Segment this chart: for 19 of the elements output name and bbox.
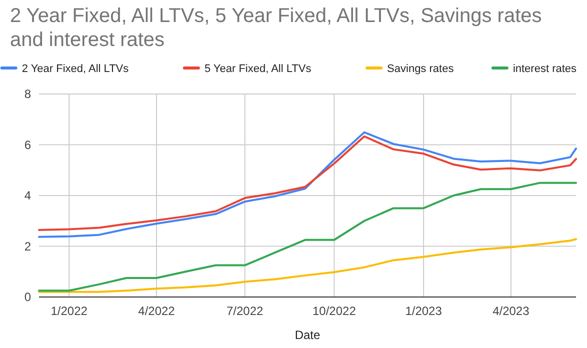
x-tick-label: 7/2022 xyxy=(226,304,264,318)
x-tick-label: 4/2022 xyxy=(138,304,176,318)
x-axis-title: Date xyxy=(294,328,320,342)
chart-title: 2 Year Fixed, All LTVs, 5 Year Fixed, All LTVs, Savings rates and interest rates xyxy=(10,5,542,51)
y-tick-label: 6 xyxy=(24,138,32,152)
line-series xyxy=(38,238,577,293)
legend-label: interest rates xyxy=(512,63,578,75)
x-tick-label: 1/2022 xyxy=(50,304,88,318)
y-tick-label: 8 xyxy=(24,87,32,101)
legend-label: 5 Year Fixed, All LTVs xyxy=(204,63,312,75)
y-tick-label: 2 xyxy=(24,239,32,254)
legend-label: 2 Year Fixed, All LTVs xyxy=(22,63,130,75)
y-tick-label: 0 xyxy=(24,290,32,304)
legend-label: Savings rates xyxy=(387,63,454,75)
line-series xyxy=(38,182,577,292)
y-tick-label: 4 xyxy=(24,188,32,202)
x-tick-label: 1/2023 xyxy=(405,304,442,318)
x-tick-label: 10/2022 xyxy=(312,304,356,318)
x-tick-label: 4/2023 xyxy=(492,304,530,318)
